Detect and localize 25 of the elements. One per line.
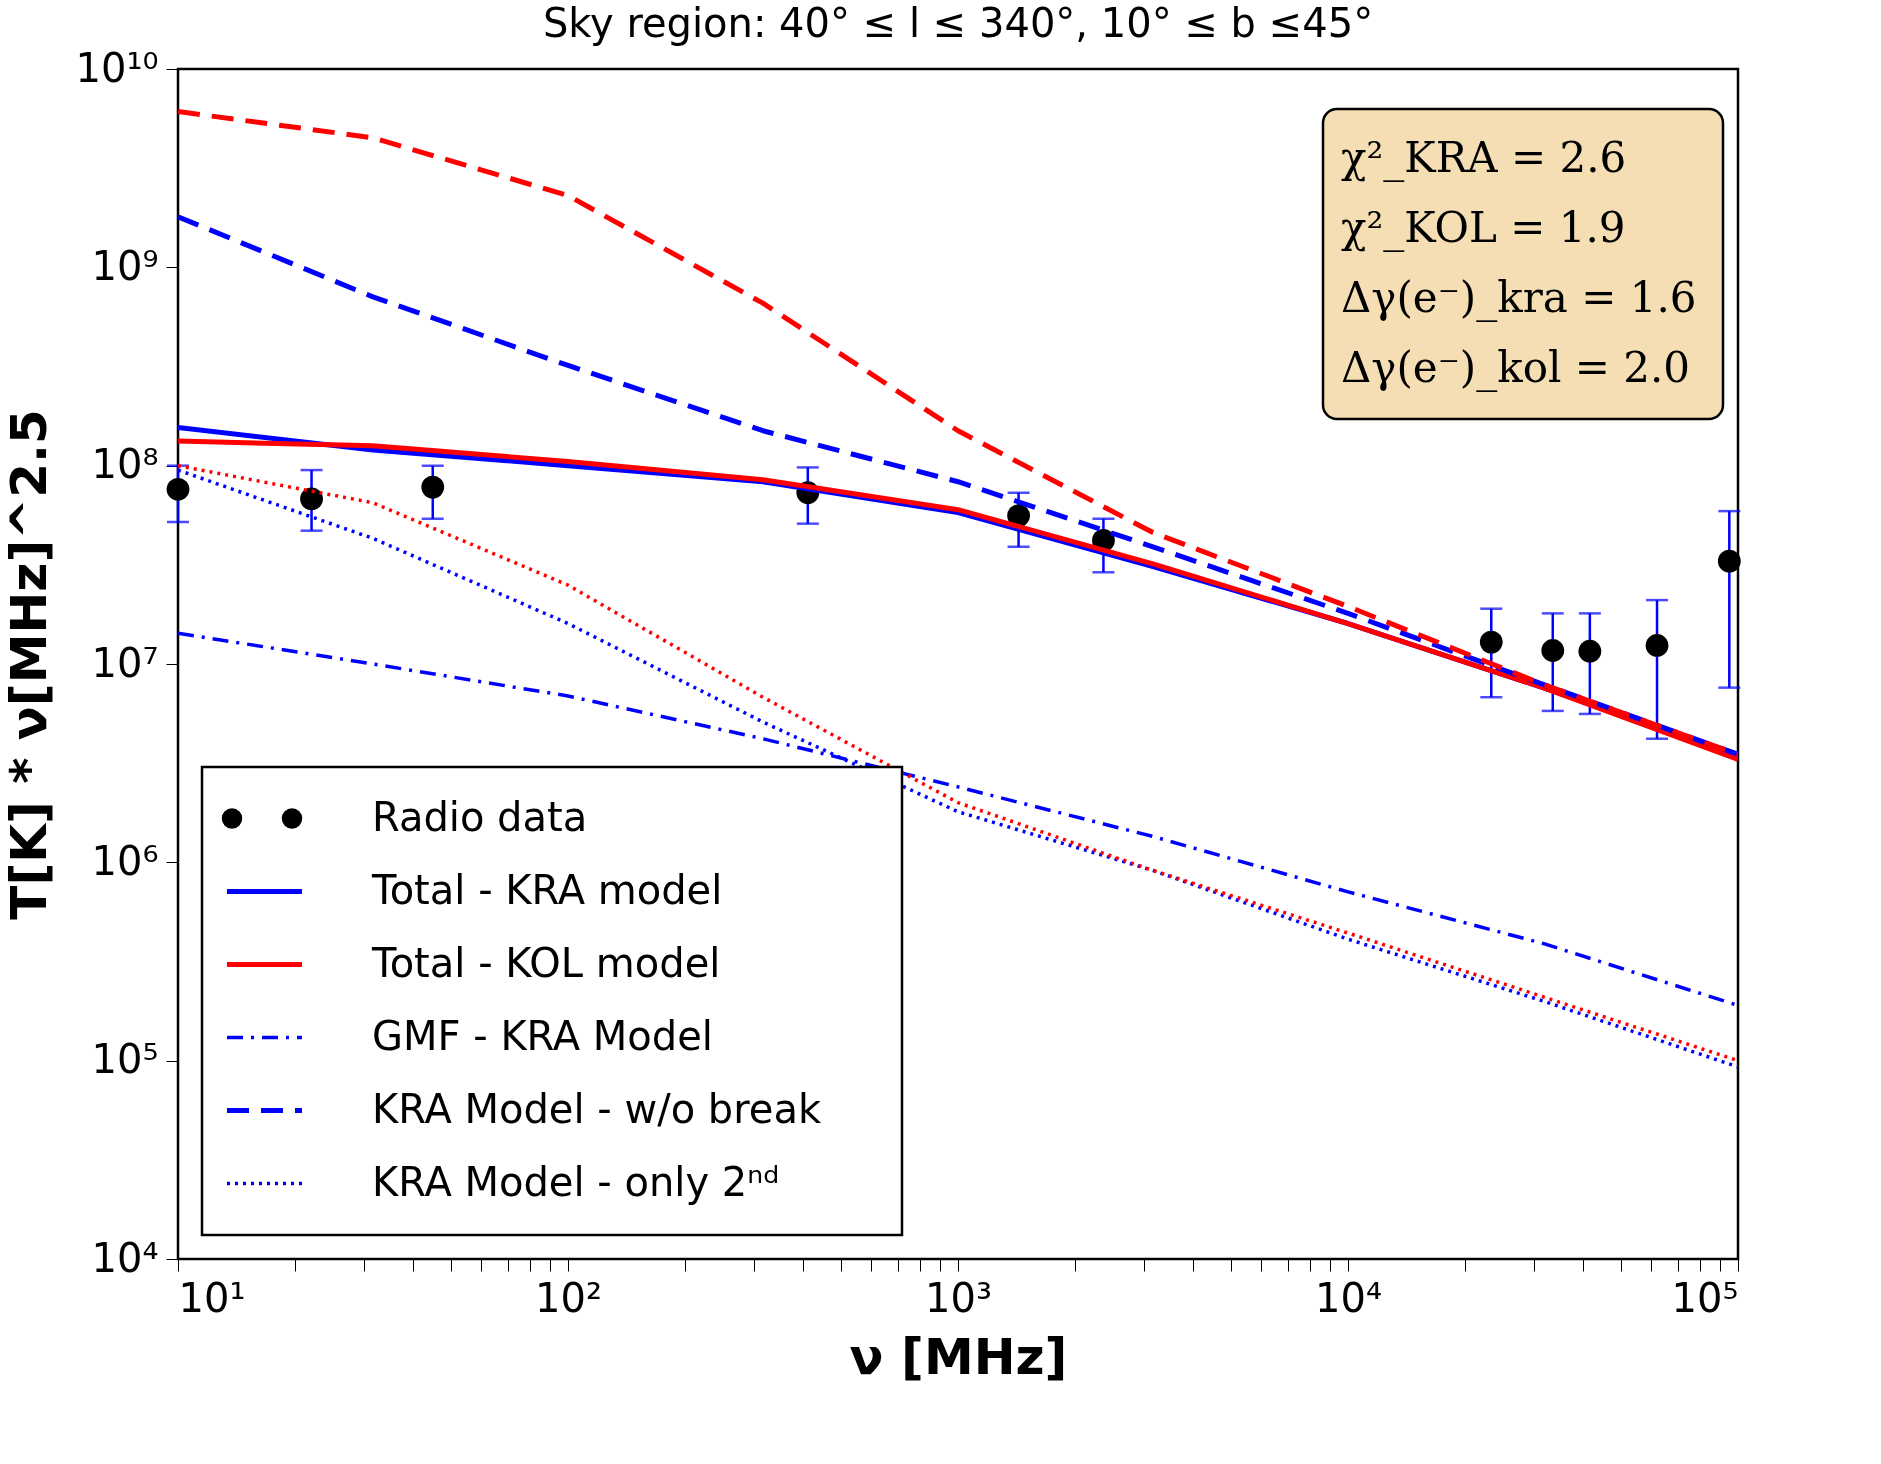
x-tick-label: 10² <box>535 1274 602 1321</box>
annotation: χ²_KOL = 1.9 <box>1341 203 1626 252</box>
annotation: Δγ(e⁻)_kol = 2.0 <box>1341 343 1691 392</box>
x-tick-label: 10⁵ <box>1671 1274 1739 1321</box>
legend-label: Total - KRA model <box>371 866 723 913</box>
legend-label: KRA Model - w/o break <box>372 1085 822 1132</box>
y-tick-label: 10⁵ <box>91 1036 159 1083</box>
x-axis-title: ν [MHz] <box>849 1327 1068 1386</box>
annotation: Δγ(e⁻)_kra = 1.6 <box>1341 273 1697 322</box>
x-tick-label: 10¹ <box>178 1274 246 1321</box>
chart-title: Sky region: 40° ≤ l ≤ 340°, 10° ≤ b ≤45° <box>542 0 1374 46</box>
y-tick-label: 10⁹ <box>91 242 159 289</box>
y-tick-label: 10⁸ <box>91 441 159 488</box>
legend-label: KRA Model - only 2ⁿᵈ <box>372 1158 780 1205</box>
x-tick-label: 10⁴ <box>1315 1274 1382 1321</box>
legend-label: Total - KOL model <box>371 939 721 986</box>
legend-label: Radio data <box>372 793 588 840</box>
annotation: χ²_KRA = 2.6 <box>1341 133 1627 182</box>
x-tick-label: 10³ <box>925 1274 992 1321</box>
y-tick-label: 10¹⁰ <box>75 44 159 91</box>
y-tick-label: 10⁴ <box>91 1234 159 1281</box>
y-axis-title: T[K] * ν[MHz]^2.5 <box>0 409 58 920</box>
y-tick-label: 10⁶ <box>91 837 159 884</box>
legend-label: GMF - KRA Model <box>372 1012 713 1059</box>
y-tick-label: 10⁷ <box>91 639 159 686</box>
